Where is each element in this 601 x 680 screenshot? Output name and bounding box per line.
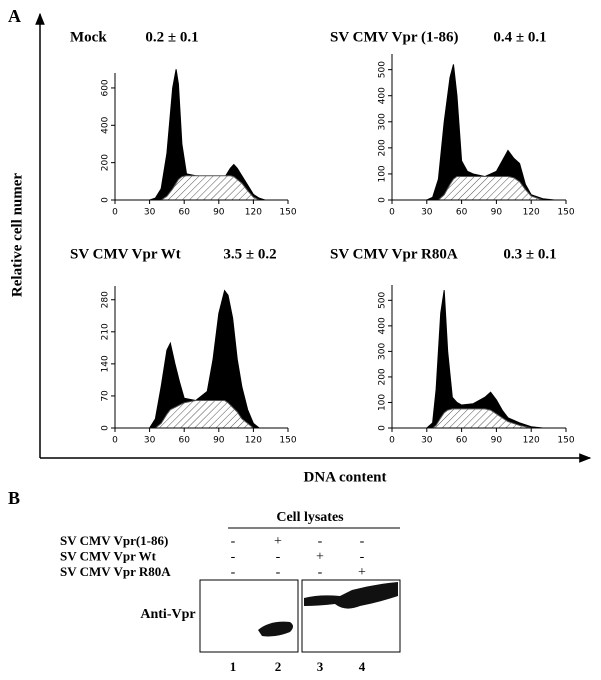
- x-tick-label: 30: [421, 208, 433, 218]
- chart-title: SV CMV Vpr R80A: [330, 246, 458, 262]
- row-label: SV CMV Vpr Wt: [60, 548, 157, 563]
- sign: -: [318, 565, 323, 580]
- sign: +: [358, 565, 366, 580]
- y-tick-label: 70: [101, 390, 111, 402]
- y-tick-label: 200: [378, 139, 388, 156]
- panel-label: A: [8, 6, 21, 26]
- y-tick-label: 400: [378, 317, 388, 334]
- x-tick-label: 30: [144, 436, 156, 446]
- panel-label: B: [8, 488, 20, 508]
- sign: -: [231, 534, 236, 549]
- x-tick-label: 90: [491, 208, 503, 218]
- x-tick-label: 30: [144, 208, 156, 218]
- x-tick-label: 150: [279, 436, 296, 446]
- x-tick-label: 60: [456, 436, 468, 446]
- x-axis-label: DNA content: [304, 469, 387, 485]
- x-tick-label: 0: [112, 208, 118, 218]
- y-tick-label: 400: [101, 116, 111, 133]
- x-tick-label: 90: [491, 436, 503, 446]
- y-tick-label: 0: [101, 197, 111, 203]
- annotation: 0.3 ± 0.1: [503, 246, 556, 262]
- sign: +: [274, 534, 282, 549]
- sign: -: [231, 550, 236, 565]
- fit-area: [115, 400, 288, 429]
- y-tick-label: 0: [378, 197, 388, 203]
- y-tick-label: 100: [378, 165, 388, 182]
- lane-number: 4: [359, 659, 366, 674]
- y-tick-label: 100: [378, 394, 388, 411]
- y-tick-label: 0: [101, 425, 111, 431]
- chart-title: SV CMV Vpr (1-86): [330, 29, 458, 45]
- annotation: 3.5 ± 0.2: [223, 246, 276, 262]
- fit-area: [392, 176, 566, 201]
- lane-number: 3: [317, 659, 324, 674]
- y-tick-label: 500: [378, 61, 388, 78]
- lane-number: 1: [230, 659, 237, 674]
- histogram-area: [392, 290, 566, 429]
- y-tick-label: 140: [101, 355, 111, 372]
- sign: -: [360, 534, 365, 549]
- annotation: 0.2 ± 0.1: [145, 29, 198, 45]
- x-tick-label: 60: [456, 208, 468, 218]
- y-tick-label: 210: [101, 323, 111, 340]
- fit-area: [115, 175, 288, 201]
- x-tick-label: 0: [112, 436, 118, 446]
- sign: -: [231, 565, 236, 580]
- x-tick-label: 120: [523, 436, 540, 446]
- sign: -: [276, 565, 281, 580]
- y-tick-label: 0: [378, 425, 388, 431]
- row-label: SV CMV Vpr R80A: [60, 564, 171, 579]
- x-tick-label: 120: [523, 208, 540, 218]
- sign: -: [360, 550, 365, 565]
- header: Cell lysates: [276, 510, 344, 525]
- x-tick-label: 30: [421, 436, 433, 446]
- y-tick-label: 300: [378, 113, 388, 130]
- x-tick-label: 0: [389, 436, 395, 446]
- y-tick-label: 500: [378, 291, 388, 308]
- y-tick-label: 400: [378, 87, 388, 104]
- panel-a: A Relative cell numer DNA content: [8, 6, 592, 485]
- y-tick-label: 600: [101, 79, 111, 96]
- x-tick-label: 0: [389, 208, 395, 218]
- band: [304, 582, 398, 609]
- y-tick-label: 200: [378, 368, 388, 385]
- lane-number: 2: [275, 659, 282, 674]
- x-tick-label: 120: [245, 436, 262, 446]
- x-tick-label: 120: [245, 208, 262, 218]
- band: [258, 621, 293, 637]
- sign: -: [318, 534, 323, 549]
- fit-area: [392, 408, 566, 429]
- annotation: 0.4 ± 0.1: [493, 29, 546, 45]
- x-tick-label: 150: [279, 208, 296, 218]
- y-axis-label: Relative cell numer: [9, 173, 25, 297]
- sign: +: [316, 550, 324, 565]
- y-tick-label: 280: [101, 291, 111, 308]
- chart-title: SV CMV Vpr Wt: [70, 246, 181, 262]
- x-tick-label: 90: [213, 208, 225, 218]
- x-tick-label: 150: [557, 436, 574, 446]
- sign: -: [276, 550, 281, 565]
- blot-label: Anti-Vpr: [140, 607, 195, 622]
- x-tick-label: 60: [178, 436, 190, 446]
- x-tick-label: 60: [178, 208, 190, 218]
- panel-b: B Cell lysates Anti-Vpr: [8, 488, 401, 653]
- x-tick-label: 150: [557, 208, 574, 218]
- blot: [199, 579, 299, 653]
- y-tick-label: 300: [378, 343, 388, 360]
- x-tick-label: 90: [213, 436, 225, 446]
- y-tick-label: 200: [101, 154, 111, 171]
- row-label: SV CMV Vpr(1-86): [60, 533, 168, 548]
- chart-title: Mock: [70, 29, 107, 45]
